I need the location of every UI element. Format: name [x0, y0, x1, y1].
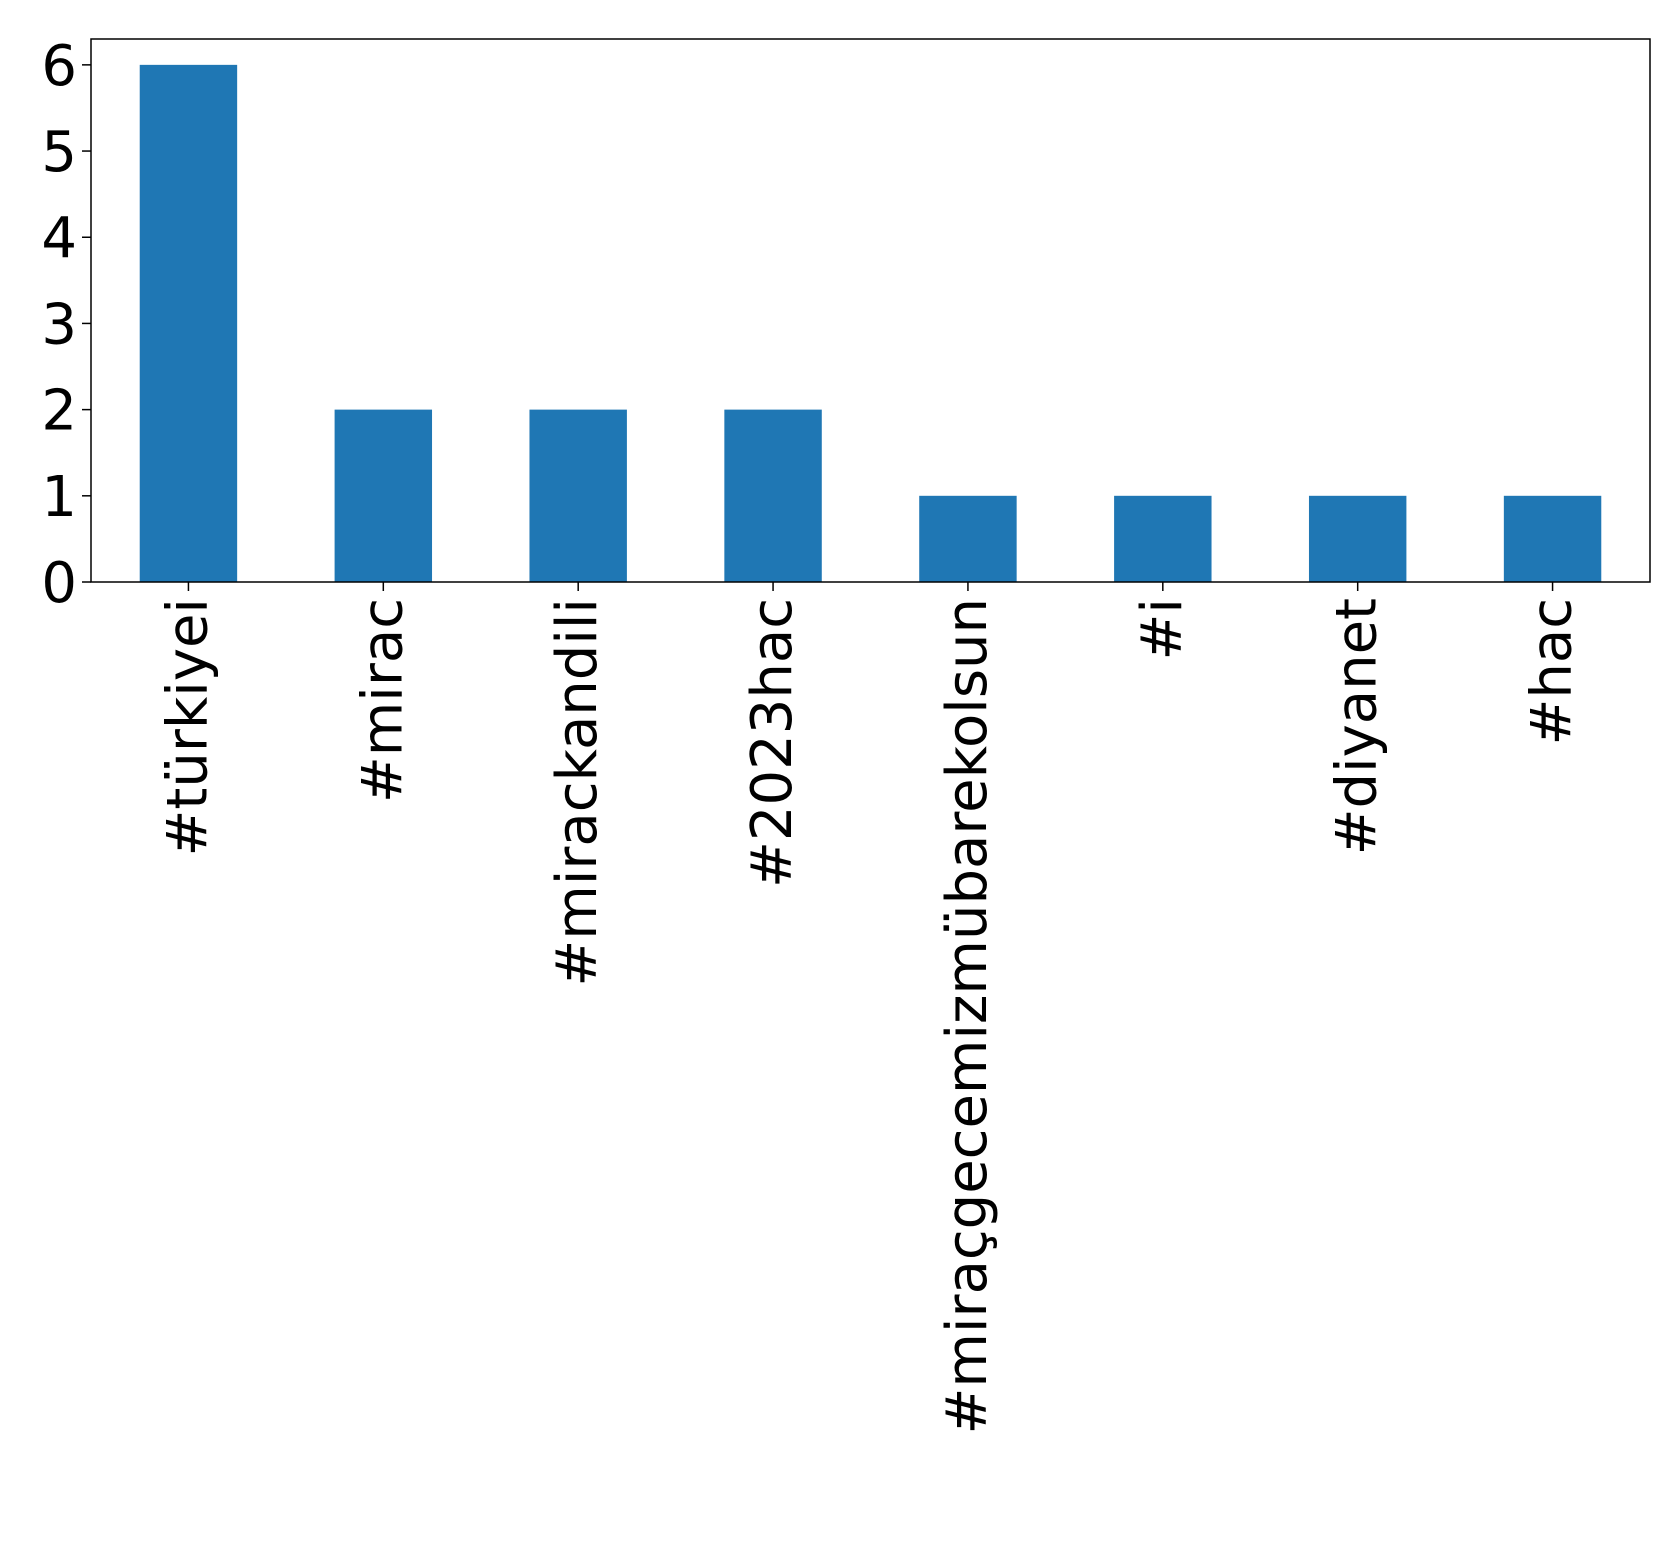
bar-2	[529, 409, 627, 582]
x-tick-label-7: #hac	[1520, 598, 1585, 746]
x-tick-label-1: #mirac	[350, 598, 415, 803]
x-tick-label-6: #diyanet	[1325, 598, 1390, 855]
y-tick-label-0: 0	[41, 551, 77, 616]
bar-5	[1114, 495, 1212, 582]
x-tick-label-5: #i	[1130, 598, 1195, 660]
y-tick-label-1: 1	[41, 465, 77, 530]
bars-layer	[139, 64, 1602, 583]
bar-6	[1308, 495, 1407, 582]
x-tick-label-2: #mirackandili	[545, 598, 610, 987]
y-tick-label-5: 5	[41, 120, 77, 185]
x-tick-label-4: #miraçgecemizmübarekolsun	[935, 598, 1000, 1434]
x-tick-label-3: #2023hac	[740, 598, 805, 888]
bar-0	[139, 64, 238, 583]
plot-frame	[90, 38, 1651, 583]
y-tick-label-4: 4	[41, 206, 77, 271]
y-tick-label-3: 3	[41, 292, 77, 357]
bar-7	[1503, 495, 1602, 582]
bar-3	[724, 409, 822, 582]
ticks-layer: #türkiyei #mirac #mirackandili #2023hac #mir…	[41, 34, 1584, 1435]
bar-4	[919, 495, 1017, 582]
axes-layer	[90, 38, 1651, 583]
y-tick-label-2: 2	[41, 379, 77, 444]
x-tick-label-0: #türkiyei	[155, 598, 220, 857]
y-tick-label-6: 6	[41, 34, 77, 99]
bar-1	[334, 409, 433, 582]
